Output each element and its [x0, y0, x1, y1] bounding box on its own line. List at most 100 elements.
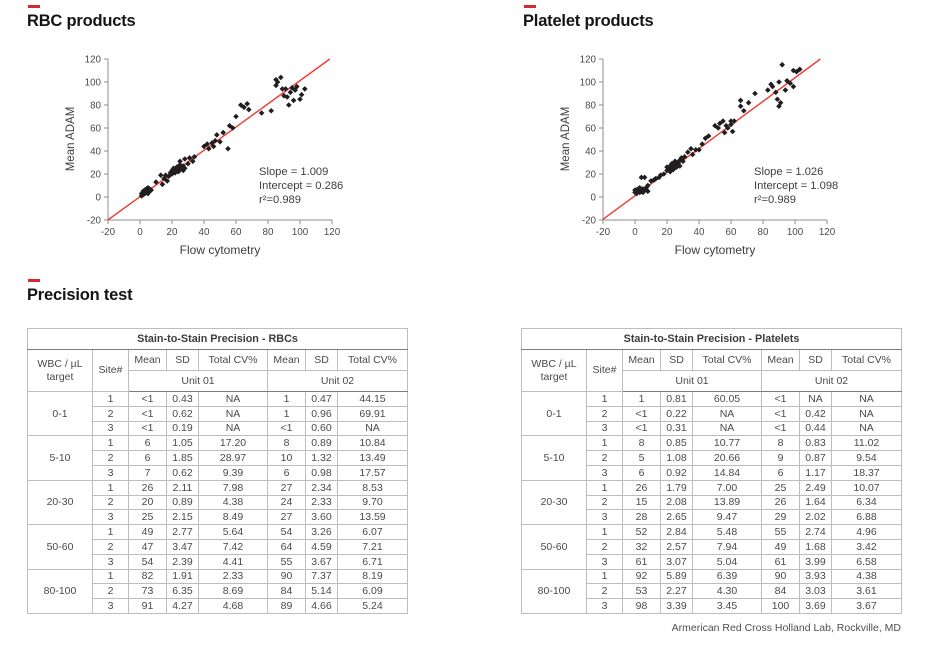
- table-row: 0-1 1 1 0.81 60.05 <1 NA NA: [521, 390, 903, 437]
- value-cell: 2.33: [305, 494, 338, 511]
- table-row: 3 7 0.62 9.39 6 0.98 17.57: [28, 464, 409, 481]
- value-cell: 6.34: [830, 494, 903, 511]
- value-cell: 3.47: [166, 538, 199, 555]
- site-cell: 3: [586, 553, 623, 570]
- value-cell: 10.07: [830, 479, 903, 496]
- value-cell: 17.20: [198, 435, 268, 452]
- value-cell: 1.79: [660, 479, 693, 496]
- table-row: 3 98 3.39 3.45 100 3.69 3.67: [522, 598, 903, 614]
- site-cell: 1: [92, 568, 129, 585]
- x-axis-label: Flow cytometry: [675, 243, 756, 257]
- value-cell: 3.03: [799, 583, 832, 600]
- site-cell: 2: [586, 494, 623, 511]
- value-cell: 25: [761, 479, 800, 496]
- site-cell: 3: [92, 509, 129, 526]
- value-cell: 60.05: [692, 391, 762, 407]
- svg-text:60: 60: [231, 227, 242, 238]
- value-cell: 8.49: [198, 509, 268, 526]
- value-cell: 9.70: [336, 494, 409, 511]
- svg-text:80: 80: [90, 101, 101, 112]
- value-cell: 0.98: [305, 464, 338, 481]
- value-cell: 84: [267, 583, 306, 600]
- site-cell: 1: [586, 479, 623, 496]
- svg-text:0: 0: [632, 227, 638, 238]
- svg-text:40: 40: [694, 227, 705, 238]
- value-cell: 7.42: [198, 538, 268, 555]
- value-cell: 2.11: [166, 479, 199, 496]
- value-cell: 53: [622, 583, 661, 600]
- value-cell: 3.67: [305, 553, 338, 570]
- table-row: 50-60 1 52 2.84 5.48 55 2.74 4.96: [521, 524, 903, 570]
- table-row: 2 <1 0.62 NA 1 0.96 69.91: [28, 405, 409, 422]
- svg-text:0: 0: [137, 227, 143, 238]
- table-title: Stain-to-Stain Precision - Platelets: [520, 328, 903, 350]
- svg-text:80: 80: [585, 101, 596, 112]
- value-cell: 55: [267, 553, 306, 570]
- col-header-site: Site#: [586, 349, 623, 392]
- value-cell: NA: [692, 420, 762, 437]
- value-cell: 2.57: [660, 538, 693, 555]
- site-cell: 1: [586, 524, 623, 540]
- value-cell: 73: [128, 583, 167, 600]
- value-cell: 49: [761, 538, 800, 555]
- table-row: 3 <1 0.31 NA <1 0.44 NA: [522, 420, 903, 437]
- site-cell: 3: [92, 464, 129, 481]
- col-header-unit: Unit 02: [266, 370, 409, 392]
- value-cell: 8: [267, 435, 306, 452]
- value-cell: 0.92: [660, 464, 693, 481]
- value-cell: 7.37: [305, 568, 338, 585]
- value-cell: 5.24: [336, 598, 409, 614]
- value-cell: 7.00: [692, 479, 762, 496]
- table-row: 50-60 1 49 2.77 5.64 54 3.26 6.07: [27, 524, 409, 570]
- value-cell: <1: [761, 405, 800, 422]
- value-cell: 20.66: [692, 450, 762, 466]
- value-cell: NA: [830, 420, 903, 437]
- value-cell: 2.02: [799, 509, 832, 526]
- table-row: 3 6 0.92 14.84 6 1.17 18.37: [522, 464, 903, 481]
- svg-text:60: 60: [726, 227, 737, 238]
- value-cell: <1: [761, 391, 800, 407]
- svg-text:Slope = 1.026: Slope = 1.026: [754, 166, 823, 178]
- rbc-precision-table-container: Stain-to-Stain Precision - RBCs WBC / µL …: [26, 328, 409, 614]
- value-cell: 98: [622, 598, 661, 614]
- value-cell: 1.91: [166, 568, 199, 585]
- site-cell: 3: [586, 509, 623, 526]
- lab-attribution: Armerican Red Cross Holland Lab, Rockvil…: [671, 622, 901, 634]
- table-row: 2 53 2.27 4.30 84 3.03 3.61: [522, 583, 903, 600]
- value-cell: 7.98: [198, 479, 268, 496]
- table-row: 2 5 1.08 20.66 9 0.87 9.54: [522, 450, 903, 466]
- svg-text:20: 20: [167, 227, 178, 238]
- svg-text:80: 80: [263, 227, 274, 238]
- rbc-products-heading: RBC products: [27, 12, 136, 30]
- value-cell: 10: [267, 450, 306, 466]
- value-cell: 5: [622, 450, 661, 466]
- value-cell: <1: [267, 420, 306, 437]
- value-cell: 0.22: [660, 405, 693, 422]
- value-cell: 26: [761, 494, 800, 511]
- svg-text:20: 20: [90, 170, 101, 181]
- x-axis-label: Flow cytometry: [180, 243, 261, 257]
- value-cell: <1: [622, 420, 661, 437]
- value-cell: 28: [622, 509, 661, 526]
- value-cell: 27: [267, 479, 306, 496]
- precision-test-heading: Precision test: [27, 286, 133, 304]
- value-cell: NA: [692, 405, 762, 422]
- value-cell: 7: [128, 464, 167, 481]
- col-header-target: WBC / µL target: [521, 349, 587, 392]
- col-header-measure: Mean: [267, 349, 306, 371]
- precision-table: Stain-to-Stain Precision - RBCs WBC / µL …: [26, 328, 409, 614]
- value-cell: 13.59: [336, 509, 409, 526]
- platelet-precision-table-container: Stain-to-Stain Precision - Platelets WBC …: [520, 328, 903, 614]
- value-cell: 0.19: [166, 420, 199, 437]
- col-header-target: WBC / µL target: [27, 349, 93, 392]
- value-cell: 6: [128, 450, 167, 466]
- value-cell: 9.47: [692, 509, 762, 526]
- value-cell: 1: [267, 405, 306, 422]
- axes: [599, 58, 828, 224]
- col-header-unit: Unit 01: [128, 370, 268, 392]
- target-range-cell: 5-10: [27, 435, 93, 481]
- svg-text:-20: -20: [101, 227, 116, 238]
- col-header-measure: Total CV%: [198, 349, 268, 371]
- fit-annotation: Slope = 1.009 Intercept = 0.286 r²=0.989: [259, 166, 343, 206]
- target-range-cell: 80-100: [27, 568, 93, 614]
